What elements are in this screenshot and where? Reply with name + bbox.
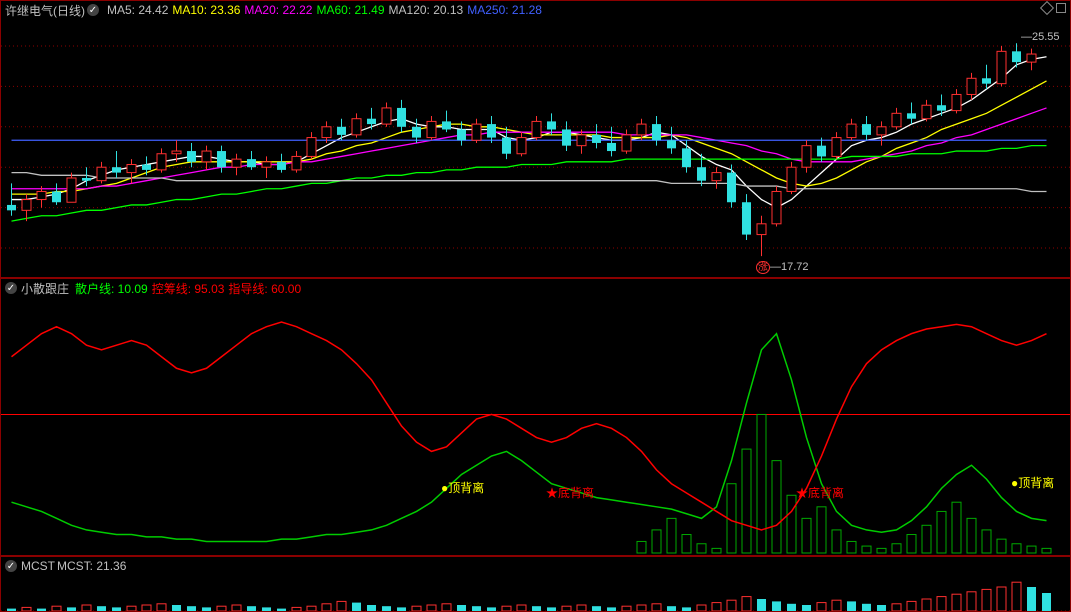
ma-legend-item: MA120: 20.13 [389,3,464,17]
mid-header: ✓ 小散跟庄 散户线: 10.09 控筹线: 95.03指导线: 60.00 [5,280,1066,296]
divergence-marker: ★底背离 [546,484,594,501]
mcst-panel[interactable]: ✓ MCST MCST: 21.36 [0,556,1071,612]
stock-title: 许继电气(日线) [5,2,85,19]
indicator-legend-item: 指导线: 60.00 [228,282,301,296]
divergence-marker: ★底背离 [796,484,844,501]
toggle-icon[interactable]: ✓ [5,560,17,572]
ma-legend-item: MA5: 24.42 [107,3,168,17]
ma-legend-item: MA10: 23.36 [172,3,240,17]
main-chart-svg[interactable] [1,1,1070,277]
ma-legend-item: MA20: 22.22 [244,3,312,17]
indicator-legend-item: 控筹线: 95.03 [152,282,225,296]
divergence-marker: ●顶背离 [1011,474,1054,491]
indicator-legend-item: 散户线: 10.09 [75,282,148,296]
bottom-title: MCST [21,559,55,573]
chart-root: 许继电气(日线) ✓ MA5: 24.42 MA10: 23.36 MA20: 22… [0,0,1071,612]
main-candle-panel[interactable]: 许继电气(日线) ✓ MA5: 24.42 MA10: 23.36 MA20: 22… [0,0,1071,278]
indicator-panel[interactable]: ✓ 小散跟庄 散户线: 10.09 控筹线: 95.03指导线: 60.00 ●顶… [0,278,1071,556]
ma-legend-item: MA250: 21.28 [467,3,542,17]
divergence-marker: ●顶背离 [441,479,484,496]
toggle-icon[interactable]: ✓ [87,4,99,16]
price-high-label: —25.55 [1021,31,1060,43]
ma-legend: MA5: 24.42 MA10: 23.36 MA20: 22.22 MA60: 21… [103,3,542,17]
mid-legend: 散户线: 10.09 控筹线: 95.03指导线: 60.00 [71,280,301,297]
bottom-label: MCST: 21.36 [57,559,126,573]
mid-chart-svg[interactable] [1,279,1070,555]
mid-title: 小散跟庄 [21,280,69,297]
ma-legend-item: MA60: 21.49 [316,3,384,17]
toggle-icon[interactable]: ✓ [5,282,17,294]
bottom-header: ✓ MCST MCST: 21.36 [5,558,1066,574]
main-header: 许继电气(日线) ✓ MA5: 24.42 MA10: 23.36 MA20: 22… [5,2,1066,18]
price-low-label: 涨—17.72 [756,258,809,273]
